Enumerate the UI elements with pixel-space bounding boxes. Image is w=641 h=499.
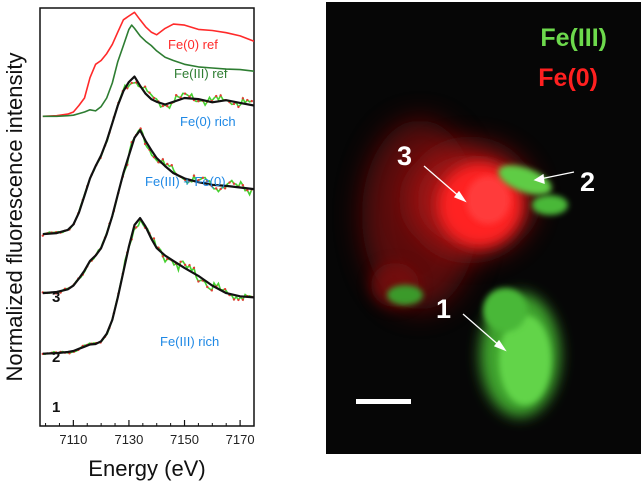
- map-label-2: 2: [580, 167, 595, 197]
- arrow-3-head: [453, 190, 467, 203]
- series-line-fit-1: [42, 217, 254, 355]
- arrow-1-head: [493, 339, 507, 352]
- series-line-fe-iii--ref: [42, 24, 254, 118]
- experimental-trace-2: [42, 127, 253, 295]
- data-point-2: [161, 158, 165, 161]
- data-point-3: [183, 92, 187, 95]
- data-point-2: [166, 162, 169, 166]
- data-point-3: [232, 102, 236, 106]
- label-mixed: Fe(III) + Fe(0): [145, 174, 226, 189]
- fe3-region: [387, 165, 568, 417]
- x-axis-title: Energy (eV): [88, 456, 205, 481]
- trace-number-1: 1: [52, 399, 60, 416]
- plot-frame: [39, 7, 255, 427]
- data-point-2: [241, 183, 245, 187]
- trace-number-2: 2: [52, 349, 60, 366]
- data-point-2: [215, 187, 218, 190]
- data-point-3: [148, 91, 151, 94]
- data-point-2: [219, 187, 222, 191]
- y-axis-title: Normalized fluorescence intensity: [2, 53, 27, 382]
- map-label-3: 3: [397, 141, 412, 171]
- scale-bar: [356, 399, 411, 404]
- data-point-2: [197, 178, 200, 182]
- data-point-3: [246, 98, 249, 102]
- data-point-2: [206, 180, 209, 183]
- data-point-1: [152, 237, 156, 240]
- data-point-1: [179, 260, 182, 263]
- data-point-1: [206, 285, 209, 289]
- data-point-3: [161, 104, 165, 108]
- data-point-3: [250, 99, 253, 103]
- data-point-1: [223, 288, 227, 291]
- arrow-1: [462, 313, 502, 348]
- x-tick-label-7150: 7150: [170, 432, 199, 447]
- x-tick-label-7170: 7170: [226, 432, 255, 447]
- x-axis-ticks: 7110 7130 7150 7170: [45, 420, 255, 447]
- data-point-3: [241, 97, 245, 100]
- data-point-2: [192, 174, 196, 177]
- trace-layer: [41, 11, 254, 356]
- legend-fe0: Fe(0): [538, 64, 598, 92]
- spectra-panel: 7110 7130 7150 7170 Energy (eV) Normalized …: [2, 7, 255, 481]
- data-point-1: [197, 280, 200, 283]
- data-point-1: [188, 264, 191, 267]
- data-point-2: [143, 142, 147, 146]
- data-point-3: [143, 85, 147, 88]
- map-label-1: 1: [436, 294, 451, 324]
- point-arrows: [423, 165, 575, 352]
- data-point-3: [237, 105, 240, 109]
- data-point-2: [232, 182, 236, 185]
- data-point-1: [210, 289, 213, 292]
- data-point-3: [152, 96, 156, 100]
- label-fe3-rich: Fe(III) rich: [160, 334, 219, 349]
- data-point-2: [223, 187, 227, 190]
- trace-number-3: 3: [52, 289, 60, 306]
- data-point-3: [197, 100, 200, 103]
- fluorescence-map: 3 2 1 Fe(III) Fe(0): [326, 2, 641, 454]
- x-tick-label-7110: 7110: [59, 432, 87, 447]
- data-point-3: [219, 94, 222, 97]
- label-fe0-rich: Fe(0) rich: [180, 114, 236, 129]
- data-point-3: [215, 94, 218, 98]
- data-point-1: [161, 255, 165, 258]
- experimental-trace-1: [42, 217, 253, 356]
- arrow-3: [423, 165, 462, 199]
- data-point-2: [228, 181, 231, 184]
- series-line-fe-0--ref: [42, 11, 254, 118]
- label-fe3-ref: Fe(III) ref: [174, 66, 228, 81]
- data-point-2: [201, 176, 205, 179]
- data-point-2: [170, 164, 173, 167]
- data-point-3: [188, 95, 191, 98]
- series-line-fit-2: [42, 129, 254, 295]
- data-point-1: [237, 298, 240, 302]
- data-point-3: [174, 93, 178, 97]
- data-point-2: [246, 188, 249, 192]
- data-point-1: [134, 226, 138, 229]
- arrow-2-head: [533, 173, 545, 184]
- x-tick-label-7130: 7130: [114, 432, 143, 447]
- data-point-3: [130, 81, 133, 85]
- arrow-2: [539, 171, 575, 180]
- data-point-1: [183, 263, 187, 266]
- legend-fe3: Fe(III): [540, 24, 607, 52]
- experimental-trace-3: [42, 81, 253, 237]
- series-line-fit-3: [42, 75, 254, 236]
- data-point-1: [192, 266, 196, 270]
- label-fe0-ref: Fe(0) ref: [168, 37, 218, 52]
- data-point-1: [241, 298, 245, 301]
- data-point-3: [166, 104, 169, 108]
- data-point-1: [232, 298, 236, 301]
